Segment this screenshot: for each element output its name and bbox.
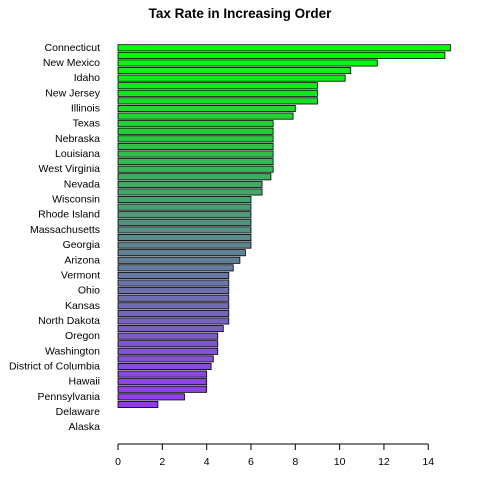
y-tick-label: Texas	[73, 118, 100, 130]
x-tick-label: 2	[159, 456, 165, 468]
bar	[117, 180, 263, 188]
chart-title: Tax Rate in Increasing Order	[148, 6, 332, 21]
y-tick-label: Louisiana	[55, 148, 100, 160]
y-tick-label: Rhode Island	[38, 209, 100, 221]
bar	[117, 317, 230, 325]
bar	[117, 325, 224, 333]
bar	[117, 271, 230, 279]
bar	[117, 249, 246, 257]
y-tick-label: Vermont	[61, 269, 100, 281]
bar	[117, 196, 252, 204]
bar	[117, 44, 451, 52]
bar	[117, 340, 219, 348]
y-tick-label: Nebraska	[55, 133, 100, 145]
y-tick-label: Illinois	[71, 103, 100, 115]
bar	[117, 173, 272, 181]
bar	[117, 370, 208, 378]
y-tick-label: Delaware	[56, 406, 101, 418]
bar	[117, 400, 159, 408]
y-tick-label: Idaho	[74, 72, 100, 84]
x-tick-label: 14	[422, 456, 434, 468]
bar	[117, 165, 274, 173]
y-tick-label: Nevada	[64, 178, 100, 190]
y-tick-labels: Connecticut New Mexico Idaho New Jersey Illi…	[9, 42, 101, 433]
x-tick-label: 0	[115, 456, 121, 468]
bar	[117, 150, 274, 158]
bar	[117, 112, 294, 120]
bar	[117, 294, 230, 302]
bar	[117, 218, 252, 226]
bar	[117, 82, 318, 90]
y-tick-label: West Virginia	[39, 163, 101, 175]
bar	[117, 393, 185, 401]
y-tick-label: Pennsylvania	[38, 391, 101, 403]
bar	[117, 256, 241, 264]
y-tick-label: Arizona	[64, 254, 100, 266]
x-axis: 0 2 4 6 8 10 12 14	[115, 443, 434, 468]
bar	[117, 127, 274, 135]
bars-group	[117, 44, 451, 408]
y-tick-label: Alaska	[68, 421, 100, 433]
y-tick-label: New Jersey	[45, 87, 101, 99]
bar	[117, 135, 274, 143]
y-tick-label: Wisconsin	[52, 194, 100, 206]
y-tick-label: New Mexico	[43, 57, 100, 69]
bar	[117, 211, 252, 219]
bar	[117, 355, 214, 363]
x-tick-label: 4	[204, 456, 210, 468]
bar	[117, 142, 274, 150]
bar	[117, 188, 263, 196]
bar	[117, 74, 346, 82]
y-tick-label: Washington	[45, 345, 100, 357]
x-tick-label: 12	[378, 456, 390, 468]
bar	[117, 347, 219, 355]
bar	[117, 309, 230, 317]
y-tick-label: Georgia	[63, 239, 101, 251]
bar	[117, 279, 230, 287]
bar	[117, 158, 274, 166]
bar	[117, 226, 252, 234]
y-tick-label: North Dakota	[38, 315, 100, 327]
bar	[117, 97, 318, 105]
bar	[117, 241, 252, 249]
bar	[117, 51, 446, 59]
bar	[117, 59, 378, 67]
bar	[117, 233, 252, 242]
bar	[117, 332, 219, 340]
bar	[117, 104, 296, 113]
bar	[117, 264, 234, 272]
y-tick-label: Kansas	[65, 300, 100, 312]
y-tick-label: Ohio	[78, 285, 100, 297]
y-tick-label: District of Columbia	[9, 361, 100, 373]
bar	[117, 378, 208, 386]
y-tick-label: Massachusetts	[30, 224, 100, 236]
bar	[117, 203, 252, 211]
bar	[117, 67, 352, 75]
x-tick-label: 6	[248, 456, 254, 468]
bar	[117, 302, 230, 310]
bar	[117, 385, 208, 393]
bar	[117, 89, 318, 97]
bar	[117, 362, 212, 371]
bar	[117, 287, 230, 295]
x-tick-label: 10	[334, 456, 346, 468]
y-tick-label: Connecticut	[45, 42, 101, 54]
y-tick-label: Hawaii	[68, 376, 100, 388]
bar	[117, 120, 274, 128]
x-tick-label: 8	[292, 456, 298, 468]
y-tick-label: Oregon	[65, 330, 100, 342]
